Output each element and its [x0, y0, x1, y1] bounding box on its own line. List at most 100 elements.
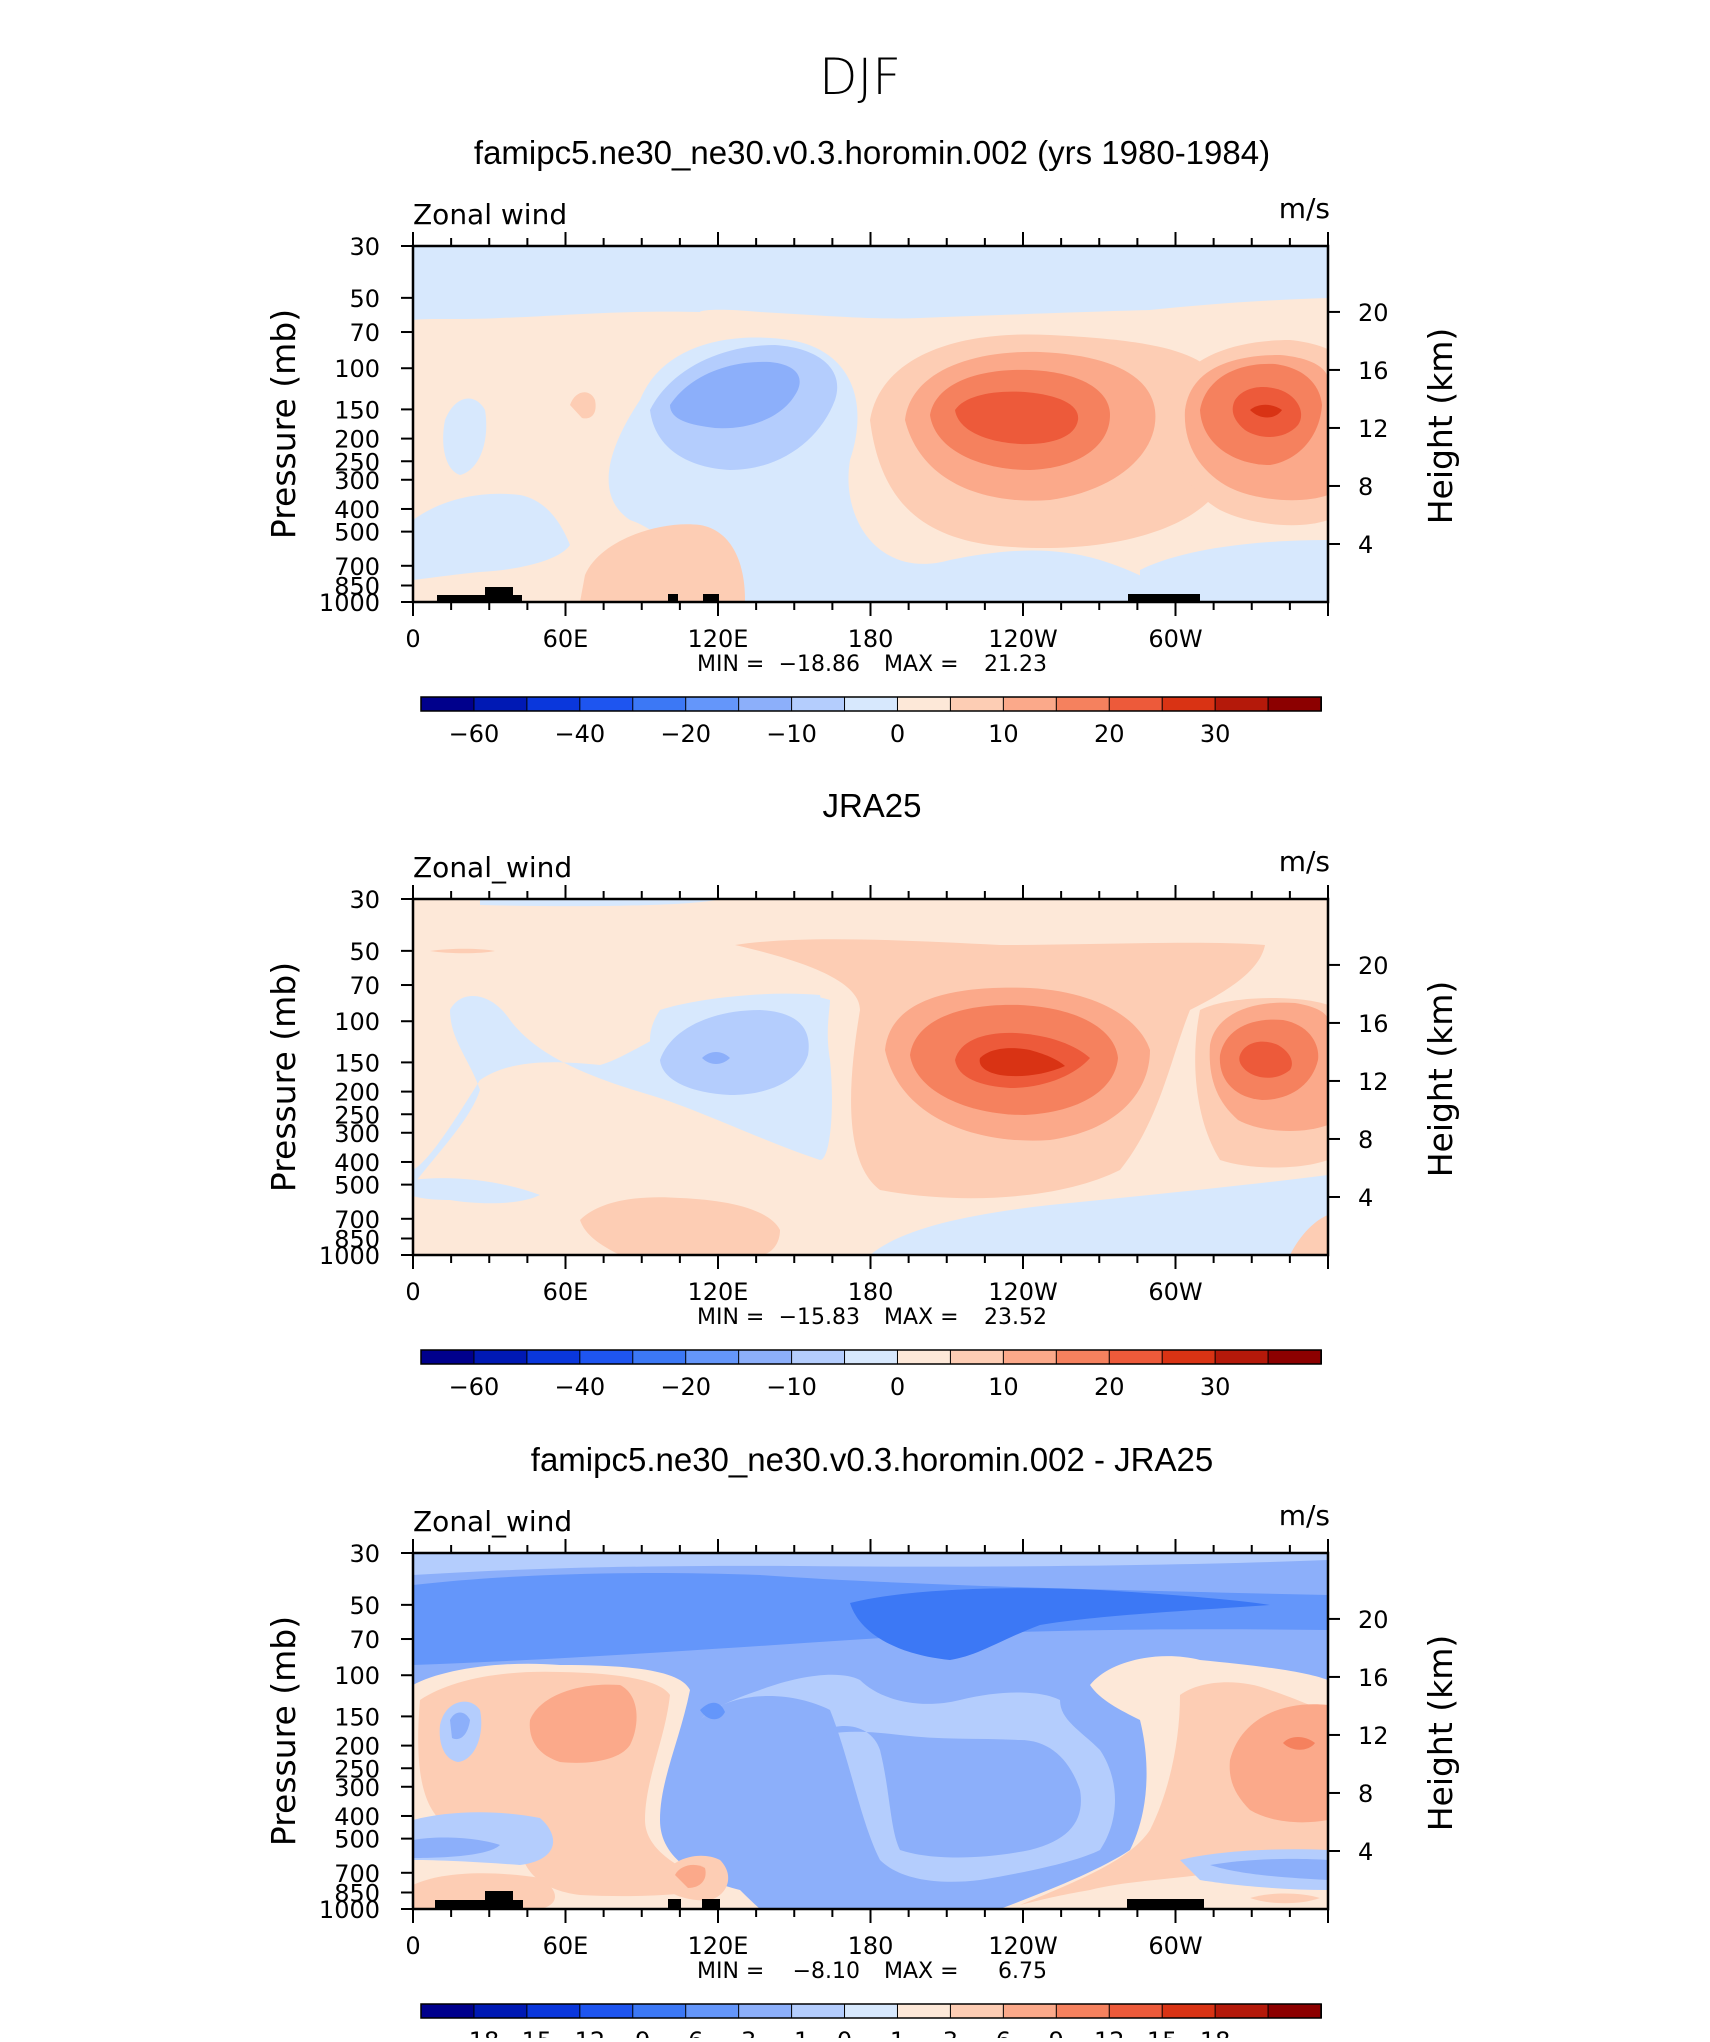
colorbar-label: −20	[660, 720, 711, 748]
y2-axis-title: Height (km)	[1421, 328, 1460, 525]
mid-pos-3	[675, 1864, 706, 1888]
east-low-blue-deeper	[1210, 1858, 1328, 1880]
y-tick-label: 700	[334, 1860, 380, 1888]
colorbar-swatch	[1267, 1349, 1323, 1365]
colorbar-label: 30	[1200, 720, 1231, 748]
units-label: m/s	[1279, 192, 1330, 225]
x-tick-label: 0	[405, 625, 420, 653]
subtropical-westerly-blob	[570, 392, 596, 419]
y-tick-label: 300	[334, 467, 380, 495]
colorbar-label: 3	[943, 2027, 958, 2038]
y-tick-label: 1000	[319, 1242, 380, 1270]
min-label: MIN =	[697, 1959, 764, 1984]
land-mask	[1127, 1899, 1204, 1909]
y-tick-label: 50	[349, 938, 380, 966]
colorbar-frame	[420, 1349, 1322, 1365]
panel-difference: famipc5.ne30_ne30.v0.3.horomin.002 - JRA…	[264, 1441, 1460, 2042]
east-pos-3	[1229, 1704, 1328, 1823]
colorbar-label: 12	[1094, 2027, 1125, 2038]
colorbar-label: 18	[1200, 2027, 1231, 2038]
y2-tick-label: 20	[1358, 952, 1389, 980]
axes: 3050701001502002503004005007008501000201…	[264, 232, 1460, 748]
y-tick-label: 250	[334, 1101, 380, 1129]
strat-westerly	[430, 948, 495, 954]
west-easterly	[413, 493, 570, 580]
west-low-easterly	[413, 1178, 540, 1204]
y-tick-label: 500	[334, 1172, 380, 1200]
colorbar-swatch	[473, 696, 528, 712]
colorbar-swatch	[896, 1349, 952, 1365]
colorbar-swatch	[685, 2003, 740, 2019]
y-tick-label: 250	[334, 1755, 380, 1783]
y-tick-label: 400	[334, 1803, 380, 1831]
units-label: m/s	[1279, 845, 1330, 878]
y-tick-label: 30	[349, 886, 380, 914]
y-tick-label: 400	[334, 1149, 380, 1177]
upper-easterly-band	[413, 246, 1328, 320]
units-label: m/s	[1279, 1499, 1330, 1532]
y-tick-label: 850	[334, 1880, 380, 1908]
colorbar-swatch	[1002, 1349, 1058, 1365]
easterly-minus15	[702, 1052, 730, 1064]
y-tick-label: 200	[334, 1079, 380, 1107]
axes: 3050701001502002503004005007008501000201…	[264, 1539, 1460, 2042]
x-tick-label: 0	[405, 1278, 420, 1306]
colorbar-label: 10	[988, 720, 1019, 748]
land-mask	[702, 1899, 720, 1909]
contour-field	[413, 899, 1328, 1255]
y-tick-label: 300	[334, 1120, 380, 1148]
y-tick-label: 200	[334, 1733, 380, 1761]
colorbar-swatch	[949, 2003, 1005, 2019]
surface-westerly-right	[1290, 1215, 1328, 1255]
land-mask	[668, 1899, 681, 1909]
y2-tick-label: 12	[1358, 1722, 1389, 1750]
upper-minus12	[850, 1588, 1270, 1660]
x-tick-label: 0	[405, 1932, 420, 1960]
y-tick-label: 1000	[319, 589, 380, 617]
contour-field	[413, 246, 1328, 602]
colorbar-swatch	[1161, 696, 1217, 712]
panel-title: JRA25	[822, 787, 921, 824]
colorbar-label: 10	[988, 1373, 1019, 1401]
colorbar-swatch	[791, 696, 846, 712]
colorbar-swatch	[579, 2003, 634, 2019]
panel-title: famipc5.ne30_ne30.v0.3.horomin.002 (yrs …	[474, 134, 1270, 171]
y2-tick-label: 8	[1358, 1780, 1373, 1808]
colorbar-swatch	[579, 1349, 634, 1365]
colorbar-swatch	[1161, 2003, 1217, 2019]
west-pos-1	[418, 1671, 720, 1897]
colorbar-swatch	[949, 696, 1005, 712]
central-minus6	[810, 1726, 1081, 1858]
y-tick-label: 100	[334, 1662, 380, 1690]
colorbar-swatch	[1108, 2003, 1164, 2019]
y-tick-label: 70	[349, 1626, 380, 1654]
colorbar-swatch	[949, 1349, 1005, 1365]
colorbar-swatch	[420, 2003, 475, 2019]
y2-tick-label: 4	[1358, 1838, 1373, 1866]
easterly-minus10	[660, 1010, 809, 1095]
colorbar-swatch	[526, 2003, 581, 2019]
colorbar-label: −10	[766, 1373, 817, 1401]
land-mask	[703, 594, 719, 602]
y-tick-label: 30	[349, 1540, 380, 1568]
y-tick-label: 300	[334, 1774, 380, 1802]
y-tick-label: 400	[334, 496, 380, 524]
colorbar-swatch	[896, 696, 952, 712]
colorbar-swatch	[844, 1349, 899, 1365]
axes: 3050701001502002503004005007008501000201…	[264, 885, 1460, 1401]
colorbar-swatch	[1108, 696, 1164, 712]
land-mask	[485, 587, 513, 602]
colorbar-swatch	[738, 696, 793, 712]
panel-model: famipc5.ne30_ne30.v0.3.horomin.002 (yrs …	[264, 134, 1460, 748]
x-tick-label: 180	[848, 1278, 894, 1306]
y-tick-label: 850	[334, 573, 380, 601]
y-tick-label: 150	[334, 396, 380, 424]
y2-tick-label: 16	[1358, 1664, 1389, 1692]
y2-tick-label: 4	[1358, 1184, 1373, 1212]
x-tick-label: 120W	[988, 1932, 1058, 1960]
x-tick-label: 60W	[1148, 625, 1202, 653]
west-blue-core	[450, 1712, 470, 1740]
min-value: −18.86	[779, 652, 860, 677]
y-tick-label: 500	[334, 1826, 380, 1854]
